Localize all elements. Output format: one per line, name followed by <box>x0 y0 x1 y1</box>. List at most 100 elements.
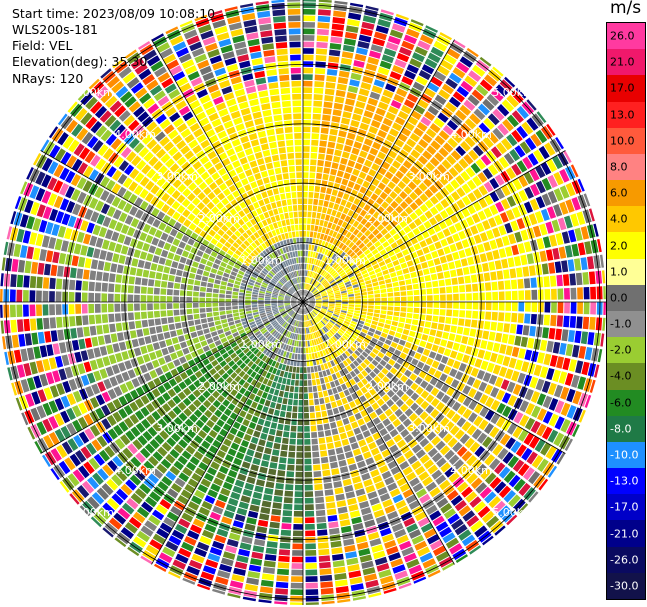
velocity-gate <box>33 346 41 359</box>
velocity-gate <box>511 302 518 312</box>
velocity-gate <box>406 28 420 39</box>
velocity-gate <box>530 420 541 434</box>
velocity-gate <box>361 21 375 30</box>
velocity-gate <box>322 318 328 323</box>
velocity-gate <box>322 342 327 349</box>
velocity-gate <box>378 167 387 176</box>
velocity-gate <box>30 201 40 216</box>
velocity-gate <box>284 323 289 329</box>
velocity-gate <box>329 279 335 284</box>
velocity-gate <box>408 500 421 510</box>
velocity-gate <box>443 365 452 375</box>
velocity-gate <box>335 447 344 455</box>
velocity-gate <box>371 85 383 94</box>
velocity-gate <box>198 461 209 471</box>
velocity-gate <box>331 189 338 196</box>
velocity-gate <box>321 240 326 247</box>
velocity-gate <box>141 319 149 328</box>
velocity-gate <box>396 534 409 545</box>
velocity-gate <box>498 466 511 479</box>
velocity-gate <box>483 117 495 130</box>
velocity-gate <box>339 314 346 318</box>
velocity-gate <box>269 521 280 529</box>
velocity-gate <box>341 308 348 311</box>
velocity-gate <box>259 397 266 405</box>
velocity-gate <box>333 203 340 211</box>
velocity-gate <box>338 377 345 385</box>
velocity-gate <box>464 247 473 257</box>
velocity-gate <box>304 471 313 478</box>
velocity-gate <box>418 138 429 149</box>
velocity-gate <box>361 370 368 377</box>
velocity-gate <box>361 560 374 569</box>
velocity-gate <box>387 181 396 190</box>
velocity-gate <box>409 202 419 211</box>
velocity-gate <box>29 232 38 245</box>
velocity-gate <box>334 573 347 581</box>
velocity-gate <box>347 18 360 27</box>
velocity-gate <box>140 406 150 417</box>
velocity-gate <box>270 328 276 334</box>
velocity-gate <box>412 482 424 493</box>
velocity-gate <box>237 473 247 482</box>
velocity-gate <box>19 214 29 228</box>
velocity-gate <box>258 353 265 360</box>
velocity-gate <box>298 347 301 354</box>
velocity-gate <box>31 261 38 274</box>
velocity-gate <box>288 310 294 315</box>
velocity-gate <box>172 406 182 416</box>
velocity-gate <box>0 273 4 287</box>
velocity-gate <box>176 350 184 358</box>
velocity-gate <box>290 326 294 332</box>
velocity-gate <box>473 108 486 121</box>
velocity-gate <box>314 281 319 287</box>
velocity-gate <box>195 419 205 429</box>
velocity-gate <box>278 390 284 397</box>
velocity-gate <box>239 311 246 316</box>
velocity-gate <box>138 147 150 158</box>
velocity-gate <box>355 295 361 299</box>
velocity-gate <box>261 329 268 335</box>
velocity-gate <box>169 268 177 275</box>
velocity-gate <box>111 364 120 375</box>
velocity-gate <box>117 507 131 520</box>
velocity-gate <box>312 310 318 315</box>
velocity-gate <box>208 342 216 349</box>
velocity-gate <box>459 285 466 293</box>
velocity-gate <box>199 535 212 546</box>
velocity-gate <box>311 126 320 133</box>
velocity-gate <box>359 314 366 319</box>
velocity-gate <box>97 260 105 271</box>
velocity-gate <box>127 546 140 557</box>
velocity-gate <box>502 405 512 418</box>
velocity-gate <box>417 40 431 51</box>
velocity-gate <box>323 272 329 278</box>
velocity-gate <box>143 151 154 163</box>
velocity-gate <box>341 292 348 296</box>
velocity-gate <box>285 331 290 337</box>
velocity-gate <box>479 253 488 263</box>
velocity-gate <box>358 282 366 287</box>
velocity-gate <box>380 228 388 236</box>
velocity-gate <box>284 304 291 306</box>
velocity-gate <box>162 546 176 558</box>
velocity-gate <box>238 302 245 306</box>
velocity-gate <box>308 386 313 393</box>
velocity-gate <box>381 176 390 185</box>
velocity-gate <box>334 290 340 294</box>
velocity-gate <box>497 280 505 290</box>
velocity-gate <box>303 100 312 107</box>
velocity-gate <box>162 403 171 413</box>
velocity-gate <box>238 548 250 557</box>
velocity-gate <box>238 445 247 454</box>
velocity-gate <box>167 345 175 354</box>
velocity-gate <box>323 234 328 241</box>
velocity-gate <box>171 201 181 210</box>
velocity-gate <box>559 201 569 215</box>
velocity-gate <box>136 240 144 250</box>
velocity-gate <box>284 315 290 320</box>
velocity-gate <box>76 127 89 141</box>
velocity-gate <box>508 357 517 369</box>
velocity-gate <box>360 226 368 234</box>
velocity-gate <box>456 127 468 139</box>
